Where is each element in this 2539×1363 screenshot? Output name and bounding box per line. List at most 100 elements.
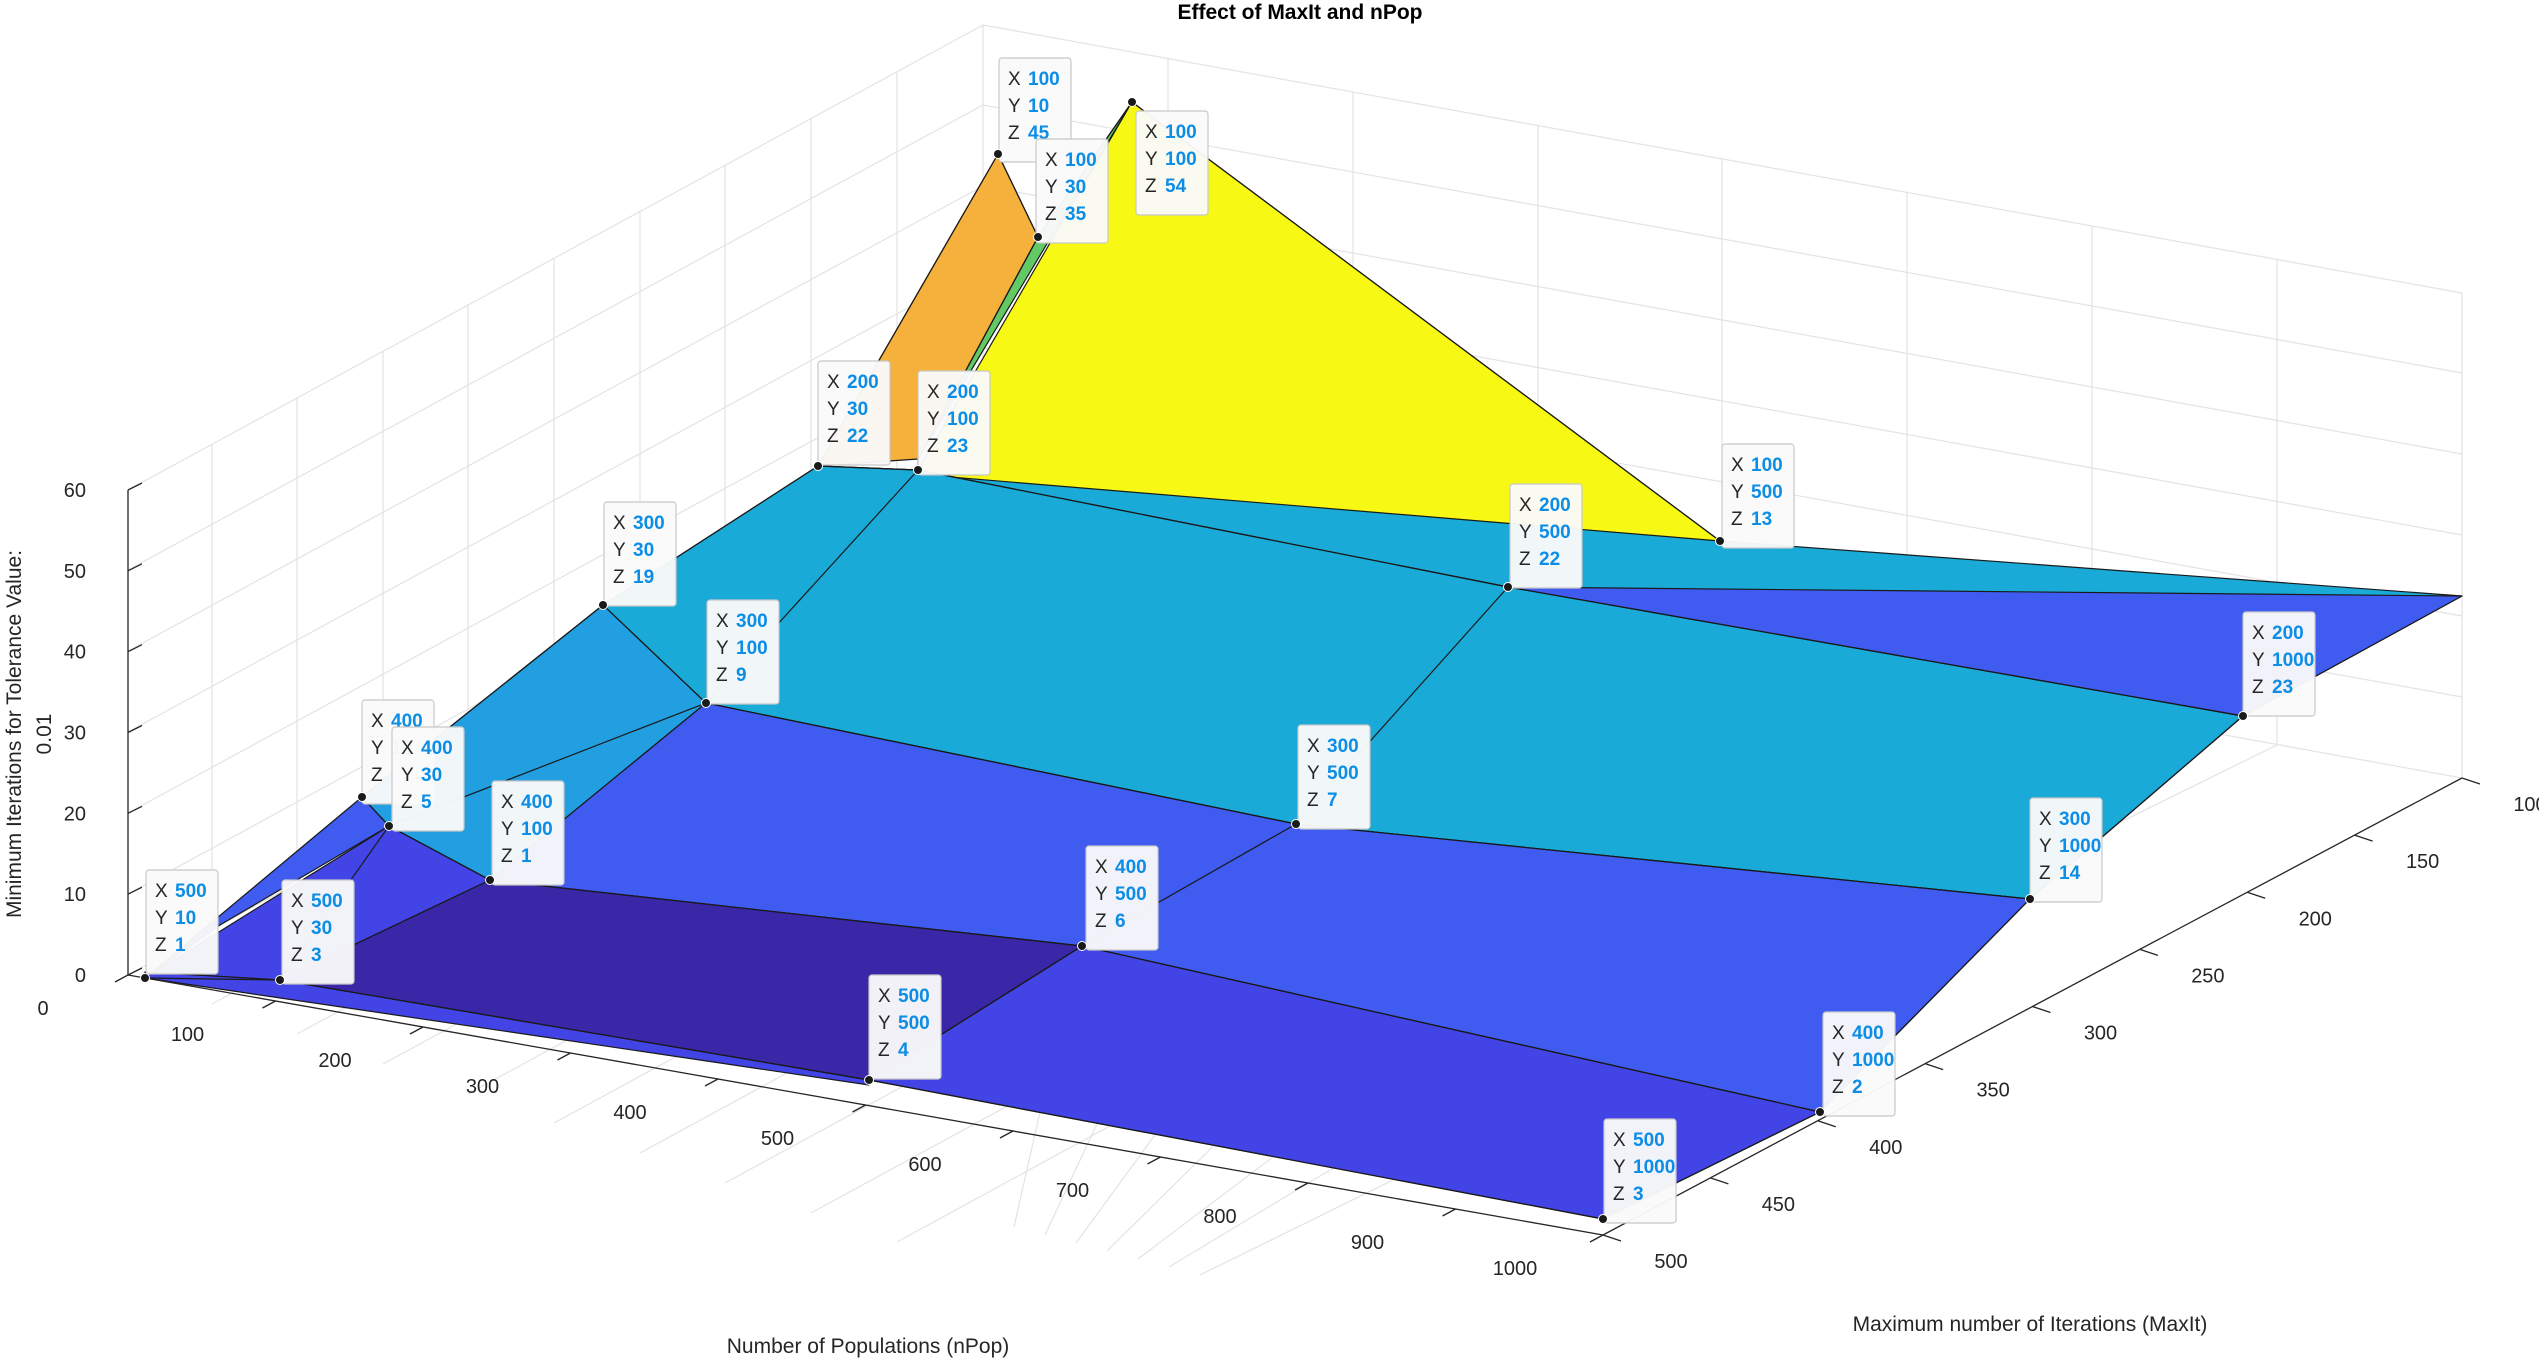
data-tip-key: X [1731, 455, 1744, 476]
data-tip-key: Y [371, 738, 384, 759]
data-tip[interactable]: X 100 Y 100 Z 54 [1127, 97, 1209, 216]
maxit-tick-label: 300 [2084, 1023, 2117, 1045]
data-point-marker [913, 465, 923, 475]
data-tip-key: X [1145, 122, 1158, 143]
data-tip-key: Z [1045, 204, 1057, 225]
data-tip-box [817, 360, 891, 466]
data-tip-value: 30 [311, 918, 332, 939]
data-tip[interactable]: X 100 Y 500 Z 13 [1715, 443, 1795, 549]
data-tip[interactable]: X 200 Y 100 Z 23 [913, 370, 991, 476]
data-tip-box [1085, 845, 1159, 951]
npop-tick-mark [1294, 1182, 1309, 1191]
data-tip-key: Z [878, 1040, 890, 1061]
data-tip-value: 100 [1165, 122, 1197, 143]
data-tip-box [1721, 443, 1795, 549]
maxit-tick-mark [1924, 1063, 1944, 1071]
data-tip-key: Z [1145, 176, 1157, 197]
data-tip-key: Y [1731, 482, 1744, 503]
data-tip-value: 100 [736, 638, 768, 659]
data-tip[interactable]: X 100 Y 30 Z 35 [1033, 138, 1109, 244]
data-tip-value: 10 [1028, 96, 1049, 117]
data-tip-value: 300 [1327, 736, 1359, 757]
data-tip-key: Y [2252, 650, 2265, 671]
data-tip-value: 200 [2272, 623, 2304, 644]
data-tip-key: Y [1519, 522, 1532, 543]
data-tip-key: Y [2039, 836, 2052, 857]
data-point-marker [598, 600, 608, 610]
data-tip-box [491, 780, 565, 886]
z-tick-mark [127, 563, 143, 572]
maxit-tick-mark [1817, 1120, 1836, 1128]
chart-title: Effect of MaxIt and nPop [1177, 1, 1422, 24]
data-tip-key: X [1613, 1130, 1626, 1151]
data-tip-box [1822, 1011, 1896, 1117]
data-point-marker [1033, 232, 1043, 242]
data-tip-key: X [827, 372, 840, 393]
data-tip-key: Z [1095, 911, 1107, 932]
data-tip-box [868, 974, 942, 1080]
axis-ticks: 0102030405060010020030040050060070080090… [37, 480, 2539, 1280]
data-tip[interactable]: X 300 Y 1000 Z 14 [2025, 797, 2103, 904]
data-tip-value: 23 [2272, 677, 2293, 698]
npop-tick-label: 700 [1056, 1180, 1089, 1202]
data-tip[interactable]: X 200 Y 500 Z 22 [1503, 483, 1583, 592]
data-tip[interactable]: X 500 Y 30 Z 3 [275, 879, 355, 985]
data-tip-value: 400 [421, 738, 453, 759]
data-tip-key: X [1095, 857, 1108, 878]
data-tip-value: 100 [1165, 149, 1197, 170]
maxit-tick-label: 450 [1762, 1194, 1795, 1216]
data-tip-value: 200 [847, 372, 879, 393]
surface-faces [144, 101, 2463, 1220]
data-tip[interactable]: X 300 Y 500 Z 7 [1291, 724, 1371, 830]
data-tip-key: Z [2252, 677, 2264, 698]
data-tip-key: X [155, 881, 168, 902]
data-tip[interactable]: X 200 Y 30 Z 22 [813, 360, 891, 471]
data-tip-value: 200 [1539, 495, 1571, 516]
data-tip-key: Z [927, 436, 939, 457]
data-point-marker [701, 698, 711, 708]
data-point-marker [1715, 536, 1725, 546]
npop-tick-mark [262, 1000, 276, 1009]
data-tip-box [1509, 483, 1583, 589]
data-tip[interactable]: X 500 Y 10 Z 1 [140, 869, 219, 983]
data-tip-key: Y [1832, 1050, 1845, 1071]
z-tick-mark [127, 644, 143, 653]
npop-tick-label: 800 [1203, 1206, 1236, 1228]
data-tip[interactable]: X 300 Y 30 Z 19 [598, 501, 677, 610]
y-axis-label: Number of Populations (nPop) [727, 1335, 1010, 1358]
data-tip-key: X [878, 986, 891, 1007]
data-tip-box [391, 726, 465, 832]
data-point-marker [1598, 1214, 1608, 1224]
data-tip-key: X [716, 611, 729, 632]
npop-tick-label: 1000 [1493, 1258, 1538, 1280]
data-tip-value: 500 [1327, 763, 1359, 784]
maxit-tick-mark [2354, 834, 2373, 842]
data-tip-value: 1000 [2272, 650, 2314, 671]
data-tip[interactable]: X 500 Y 1000 Z 3 [1598, 1118, 1677, 1224]
data-tip[interactable]: X 400 Y 500 Z 6 [1077, 845, 1159, 951]
data-point-marker [993, 149, 1003, 159]
z-tick-label: 20 [64, 803, 86, 825]
data-tip-key: Z [1613, 1184, 1625, 1205]
data-tip[interactable]: X 400 Y 30 Z 5 [384, 726, 465, 832]
npop-tick-mark [1589, 1234, 1604, 1243]
data-tip-key: Y [1008, 96, 1021, 117]
maxit-tick-mark [1602, 1234, 1622, 1242]
npop-tick-label: 300 [466, 1076, 499, 1098]
maxit-tick-mark [1710, 1177, 1729, 1185]
data-tip[interactable]: X 200 Y 1000 Z 23 [2238, 611, 2316, 721]
data-tip-value: 30 [633, 540, 654, 561]
data-tip[interactable]: X 400 Y 1000 Z 2 [1815, 1011, 1896, 1117]
data-tip[interactable]: X 500 Y 500 Z 4 [864, 974, 942, 1085]
data-tip-key: Z [2039, 863, 2051, 884]
data-tip-value: 6 [1115, 911, 1126, 932]
data-tip-key: Z [1832, 1077, 1844, 1098]
data-tip[interactable]: X 300 Y 100 Z 9 [701, 599, 780, 708]
data-tip-value: 1 [175, 935, 186, 956]
data-tip-key: Y [501, 819, 514, 840]
data-point-marker [864, 1075, 874, 1085]
data-tip[interactable]: X 400 Y 100 Z 1 [485, 780, 565, 886]
data-tip-key: Z [613, 567, 625, 588]
data-tip-key: Y [291, 918, 304, 939]
z-tick-mark [127, 482, 143, 491]
